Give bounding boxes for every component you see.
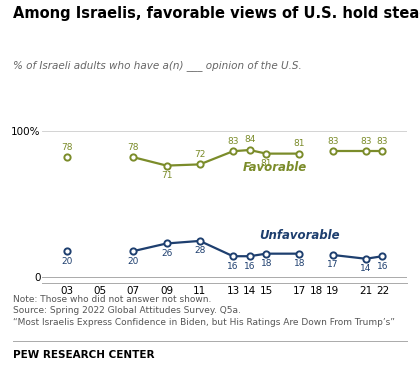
Text: 71: 71 (161, 171, 172, 180)
Text: 83: 83 (360, 137, 372, 146)
Text: 78: 78 (61, 143, 73, 152)
Text: Source: Spring 2022 Global Attitudes Survey. Q5a.: Source: Spring 2022 Global Attitudes Sur… (13, 306, 241, 315)
Text: 83: 83 (227, 137, 239, 146)
Text: 20: 20 (61, 257, 73, 266)
Text: 16: 16 (227, 262, 239, 271)
Text: 81: 81 (260, 159, 272, 168)
Text: 81: 81 (294, 139, 305, 148)
Text: Unfavorable: Unfavorable (259, 229, 340, 243)
Text: Among Israelis, favorable views of U.S. hold steady: Among Israelis, favorable views of U.S. … (13, 6, 420, 21)
Text: % of Israeli adults who have a(n) ___ opinion of the U.S.: % of Israeli adults who have a(n) ___ op… (13, 60, 302, 70)
Text: 83: 83 (377, 137, 388, 146)
Text: 18: 18 (260, 259, 272, 268)
Text: Note: Those who did not answer not shown.: Note: Those who did not answer not shown… (13, 295, 211, 303)
Text: 17: 17 (327, 261, 339, 270)
Text: 72: 72 (194, 150, 205, 159)
Text: 28: 28 (194, 246, 205, 256)
Text: 16: 16 (377, 262, 388, 271)
Text: 83: 83 (327, 137, 339, 146)
Text: “Most Israelis Express Confidence in Biden, but His Ratings Are Down From Trump’: “Most Israelis Express Confidence in Bid… (13, 318, 394, 326)
Text: 26: 26 (161, 249, 172, 258)
Text: 14: 14 (360, 264, 372, 273)
Text: 20: 20 (128, 257, 139, 266)
Text: PEW RESEARCH CENTER: PEW RESEARCH CENTER (13, 350, 154, 360)
Text: 84: 84 (244, 136, 255, 144)
Text: Favorable: Favorable (242, 161, 307, 174)
Text: 16: 16 (244, 262, 255, 271)
Text: 18: 18 (294, 259, 305, 268)
Text: 78: 78 (128, 143, 139, 152)
